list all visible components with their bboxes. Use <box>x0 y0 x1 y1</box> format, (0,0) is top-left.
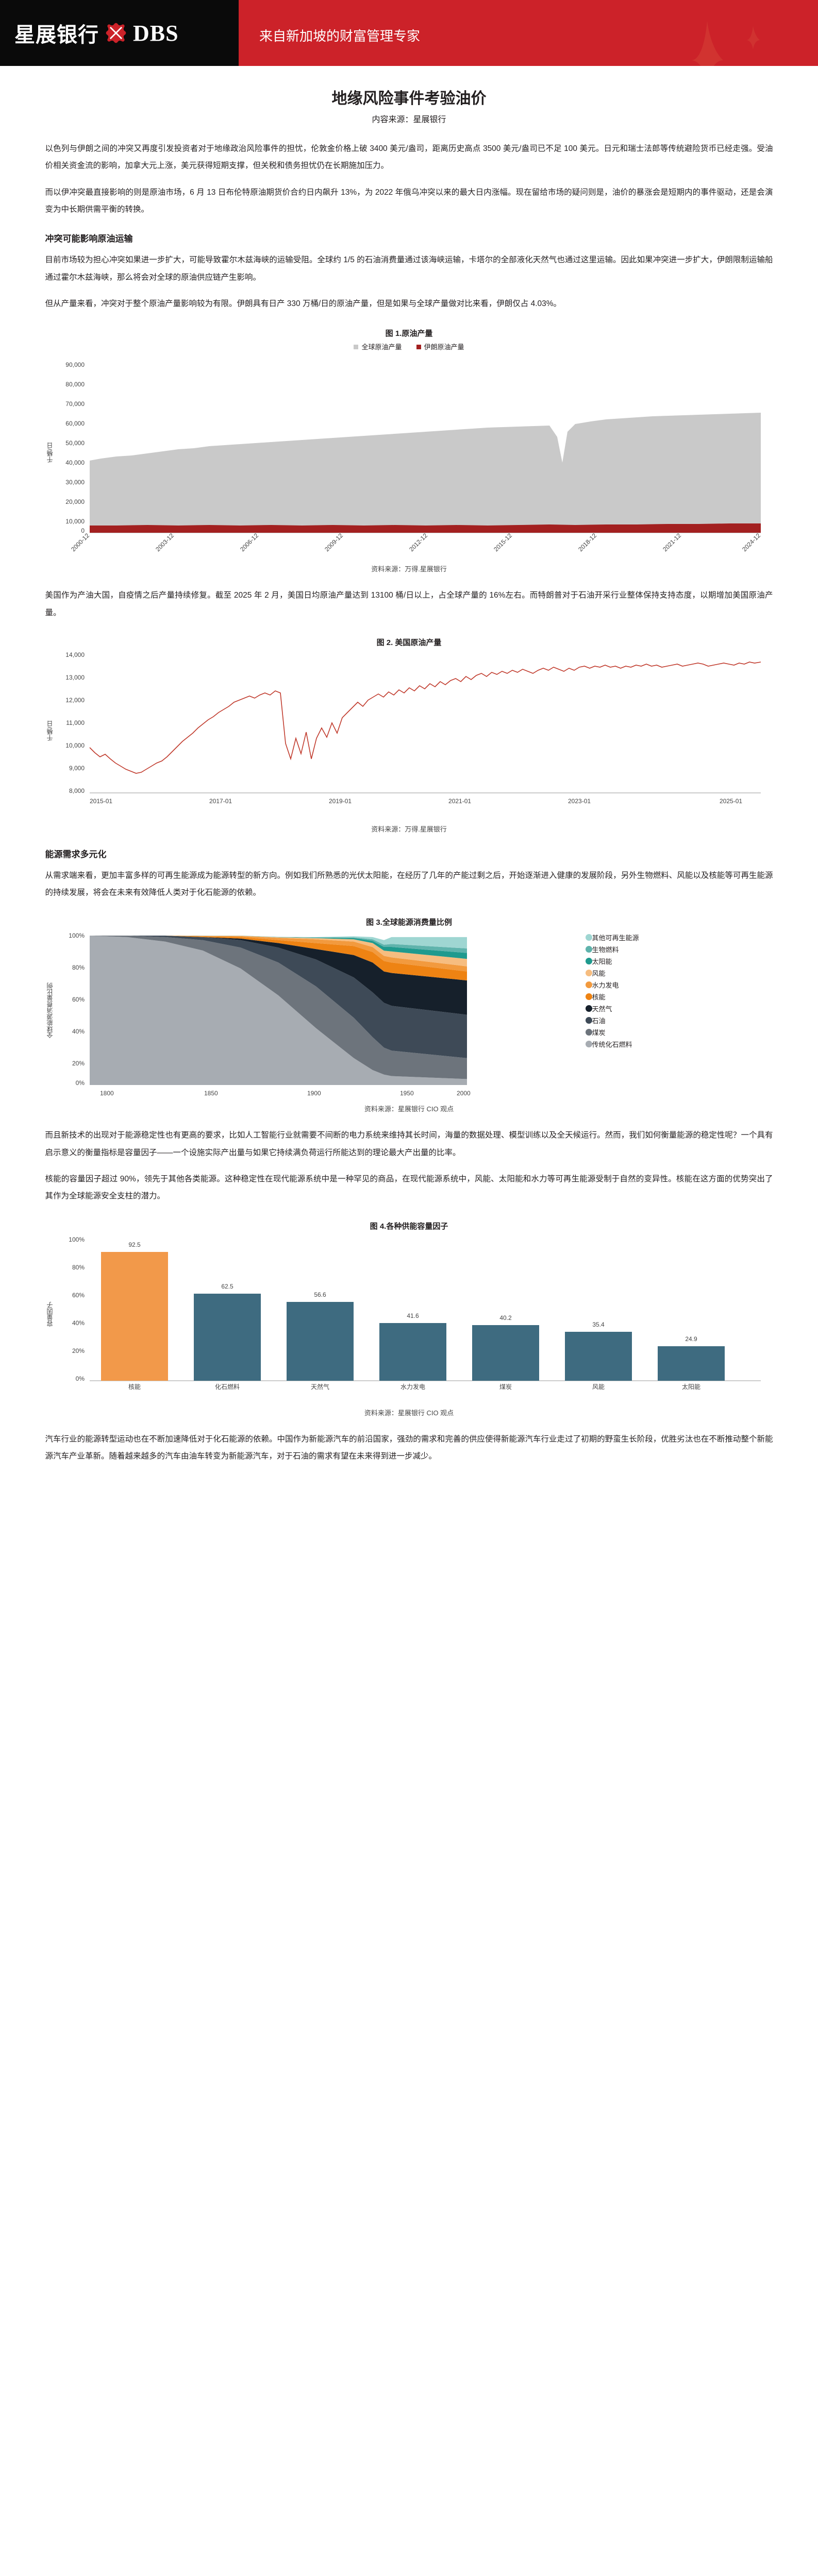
svg-text:2009-12: 2009-12 <box>323 532 344 553</box>
svg-text:0%: 0% <box>75 1375 85 1382</box>
svg-text:20%: 20% <box>72 1347 84 1354</box>
svg-text:1950: 1950 <box>400 1090 414 1097</box>
svg-text:2018-12: 2018-12 <box>577 532 598 553</box>
svg-text:2003-12: 2003-12 <box>154 532 175 553</box>
svg-text:40%: 40% <box>72 1028 84 1035</box>
svg-text:2015-12: 2015-12 <box>492 532 513 553</box>
svg-text:化石燃料: 化石燃料 <box>214 1383 239 1391</box>
svg-text:80,000: 80,000 <box>65 381 85 388</box>
svg-text:10,000: 10,000 <box>65 742 85 749</box>
svg-text:2025-01: 2025-01 <box>720 798 742 805</box>
svg-text:50,000: 50,000 <box>65 439 85 447</box>
svg-text:1900: 1900 <box>307 1090 321 1097</box>
svg-text:60%: 60% <box>72 996 84 1003</box>
svg-text:2019-01: 2019-01 <box>329 798 352 805</box>
svg-text:2024-12: 2024-12 <box>741 532 762 553</box>
svg-text:2000-12: 2000-12 <box>70 532 91 553</box>
svg-text:40.2: 40.2 <box>499 1314 512 1321</box>
svg-text:水力发电: 水力发电 <box>400 1383 425 1391</box>
svg-text:煤炭: 煤炭 <box>499 1383 511 1391</box>
svg-text:92.5: 92.5 <box>128 1241 141 1248</box>
svg-text:2021-12: 2021-12 <box>661 532 682 553</box>
svg-text:9,000: 9,000 <box>69 765 84 772</box>
svg-text:核能: 核能 <box>128 1383 140 1391</box>
svg-text:24.9: 24.9 <box>685 1335 697 1343</box>
svg-text:12,000: 12,000 <box>65 697 85 704</box>
svg-text:0%: 0% <box>75 1079 85 1087</box>
svg-text:14,000: 14,000 <box>65 651 85 658</box>
svg-text:56.6: 56.6 <box>314 1291 326 1298</box>
svg-text:11,000: 11,000 <box>66 719 85 726</box>
svg-text:100%: 100% <box>69 1236 85 1243</box>
svg-text:100%: 100% <box>69 932 85 939</box>
svg-text:天然气: 天然气 <box>310 1383 329 1391</box>
svg-text:40%: 40% <box>72 1319 84 1327</box>
svg-text:太阳能: 太阳能 <box>681 1383 700 1391</box>
svg-text:80%: 80% <box>72 964 84 971</box>
svg-text:30,000: 30,000 <box>65 479 85 486</box>
svg-text:2015-01: 2015-01 <box>90 798 112 805</box>
svg-text:2006-12: 2006-12 <box>239 532 260 553</box>
svg-text:41.6: 41.6 <box>407 1312 419 1319</box>
svg-text:2023-01: 2023-01 <box>568 798 591 805</box>
svg-text:风能: 风能 <box>592 1383 604 1391</box>
svg-text:90,000: 90,000 <box>65 361 85 368</box>
svg-text:70,000: 70,000 <box>65 400 85 408</box>
svg-text:13,000: 13,000 <box>65 674 85 681</box>
svg-text:35.4: 35.4 <box>592 1321 605 1328</box>
svg-text:2021-01: 2021-01 <box>448 798 471 805</box>
svg-text:2000: 2000 <box>457 1090 471 1097</box>
svg-text:40,000: 40,000 <box>65 459 85 466</box>
svg-text:62.5: 62.5 <box>221 1283 233 1290</box>
svg-text:20%: 20% <box>72 1060 84 1067</box>
svg-text:8,000: 8,000 <box>69 787 84 794</box>
svg-text:2012-12: 2012-12 <box>408 532 429 553</box>
svg-text:60,000: 60,000 <box>65 420 85 427</box>
svg-text:2017-01: 2017-01 <box>209 798 232 805</box>
svg-text:80%: 80% <box>72 1264 84 1271</box>
svg-text:20,000: 20,000 <box>65 498 85 505</box>
svg-text:1850: 1850 <box>204 1090 218 1097</box>
svg-text:10,000: 10,000 <box>65 518 85 525</box>
svg-text:60%: 60% <box>72 1292 84 1299</box>
svg-text:1800: 1800 <box>100 1090 114 1097</box>
